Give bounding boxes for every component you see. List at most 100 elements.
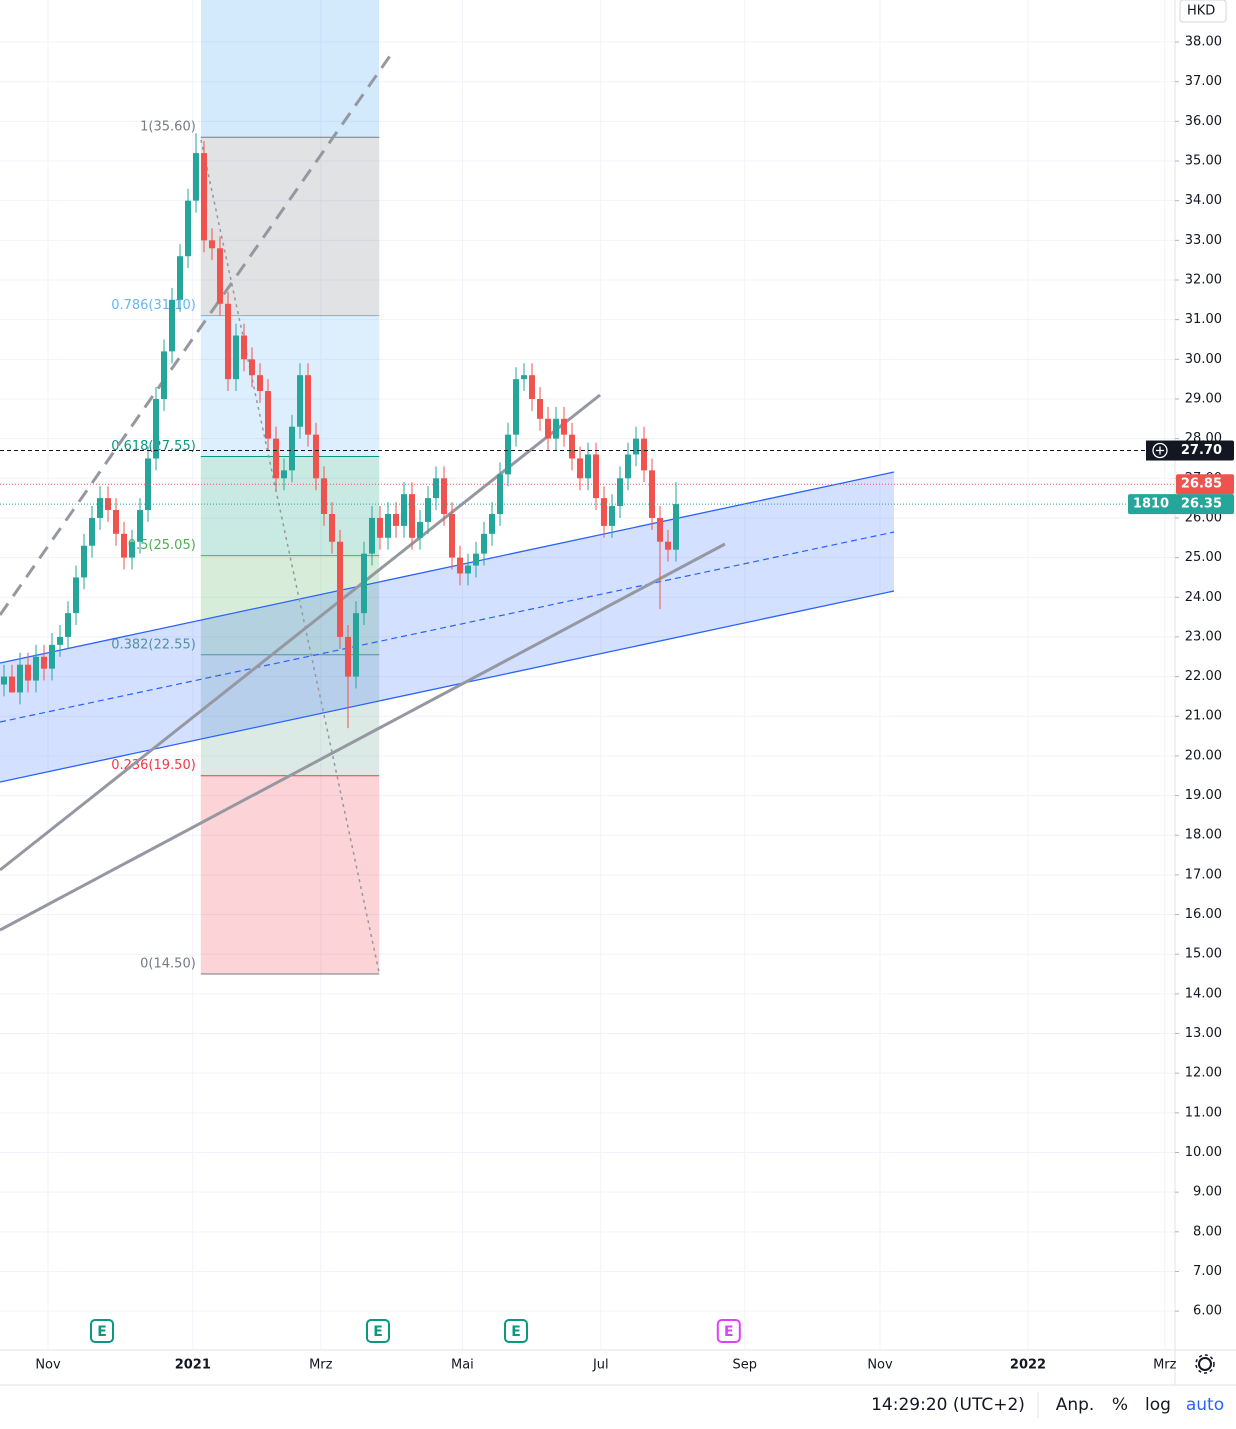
price-label-box xyxy=(1176,494,1234,515)
candle-body xyxy=(553,418,559,439)
candle-body xyxy=(73,577,79,614)
candle-body xyxy=(457,557,463,574)
currency-button[interactable] xyxy=(1179,0,1227,23)
x-tick-label: 2022 xyxy=(1010,1358,1046,1373)
candle-body xyxy=(177,256,183,300)
earnings-icon[interactable] xyxy=(90,1319,114,1343)
currency[interactable]: HKD xyxy=(1187,4,1215,19)
candle-body xyxy=(113,510,119,534)
y-tick-label: 25.00 xyxy=(1185,550,1222,565)
earnings-icon[interactable] xyxy=(504,1319,528,1343)
fib-label: 0.786(31.10) xyxy=(111,298,196,313)
fib-zone xyxy=(200,456,380,556)
y-tick-label: 36.00 xyxy=(1185,114,1222,129)
candle-body xyxy=(649,470,655,518)
x-tick-label: Nov xyxy=(867,1358,893,1373)
candle-body xyxy=(521,375,527,380)
auto-button[interactable]: auto xyxy=(1186,1395,1224,1415)
earnings-label[interactable]: E xyxy=(373,1324,383,1340)
candle-body xyxy=(297,375,303,427)
candle-body xyxy=(161,351,167,399)
candle-body xyxy=(353,613,359,677)
candle-body xyxy=(625,454,631,479)
y-tick-label: 31.00 xyxy=(1185,312,1222,327)
candle-body xyxy=(537,398,543,419)
candle-body xyxy=(473,553,479,566)
candle-body xyxy=(617,478,623,507)
candle-body xyxy=(417,521,423,538)
y-tick-label: 20.00 xyxy=(1185,748,1222,763)
y-tick-label: 24.00 xyxy=(1185,590,1222,605)
y-tick-label: 33.00 xyxy=(1185,233,1222,248)
y-tick-label: 6.00 xyxy=(1193,1304,1222,1319)
add-button[interactable] xyxy=(1152,442,1168,459)
candle-body xyxy=(481,533,487,554)
fib-label: 0.236(19.50) xyxy=(111,758,196,773)
y-tick-label: 17.00 xyxy=(1185,867,1222,882)
adjust-button[interactable]: Anp. xyxy=(1056,1395,1095,1415)
candle-body xyxy=(153,398,159,459)
candle-body xyxy=(25,664,31,681)
earnings-icon[interactable] xyxy=(716,1319,741,1343)
x-tick-label: Nov xyxy=(35,1358,61,1373)
percent-button[interactable]: % xyxy=(1112,1395,1128,1415)
fib-label: 1(35.60) xyxy=(140,120,196,135)
axes: 38.00 37.00 36.00 35.00 34.00 33.00 32.00 31.00… xyxy=(35,35,1234,1373)
candle-body xyxy=(193,153,199,201)
y-tick-label: 9.00 xyxy=(1193,1185,1222,1200)
candle-body xyxy=(169,299,175,352)
candle-body xyxy=(441,478,447,514)
y-tick-label: 34.00 xyxy=(1185,193,1222,208)
x-tick-label: Mai xyxy=(451,1358,474,1373)
candle-body xyxy=(257,375,263,392)
candle-body xyxy=(329,513,335,542)
candle-body xyxy=(449,513,455,558)
candle-body xyxy=(289,426,295,471)
y-tick-label: 38.00 xyxy=(1185,35,1222,50)
plot-area: 1(35.60)0.786(31.10)0.618(27.55)0.5(25.0… xyxy=(0,0,1175,975)
candle-body xyxy=(17,664,23,693)
y-tick-label: 23.00 xyxy=(1185,629,1222,644)
candle-body xyxy=(97,498,103,518)
candle-body xyxy=(89,517,95,546)
candles xyxy=(1,133,679,729)
fib-label: 0.382(22.55) xyxy=(111,637,196,652)
candle-body xyxy=(569,434,575,459)
symbol-tag: 1810 xyxy=(1133,497,1169,512)
fib-label: 0.5(25.05) xyxy=(128,538,196,553)
earnings-icon[interactable] xyxy=(366,1319,390,1343)
candle-body xyxy=(409,494,415,538)
candle-body xyxy=(1,676,7,685)
x-tick-label: Mrz xyxy=(1153,1358,1177,1373)
candle-body xyxy=(393,513,399,526)
y-tick-label: 35.00 xyxy=(1185,154,1222,169)
symbol-tag-box xyxy=(1128,494,1178,515)
candle-body xyxy=(209,240,215,249)
y-tick-label: 7.00 xyxy=(1193,1264,1222,1279)
earnings-label[interactable]: E xyxy=(511,1324,521,1340)
earnings-label[interactable]: E xyxy=(724,1324,734,1340)
y-tick-label: 21.00 xyxy=(1185,709,1222,724)
earnings-label[interactable]: E xyxy=(97,1324,107,1340)
candle-body xyxy=(641,438,647,471)
price-label: 26.35 xyxy=(1181,497,1222,512)
y-tick-label: 13.00 xyxy=(1185,1026,1222,1041)
candle-body xyxy=(545,418,551,439)
candle-body xyxy=(337,541,343,637)
log-button[interactable]: log xyxy=(1145,1395,1171,1415)
y-tick-label: 30.00 xyxy=(1185,352,1222,367)
candle-body xyxy=(233,335,239,380)
y-tick-label: 22.00 xyxy=(1185,669,1222,684)
candle-body xyxy=(673,504,679,550)
y-tick-label: 8.00 xyxy=(1193,1224,1222,1239)
candle-body xyxy=(433,478,439,499)
candle-body xyxy=(33,656,39,681)
x-tick-label: Sep xyxy=(733,1358,758,1373)
candle-body xyxy=(585,454,591,479)
candle-body xyxy=(369,517,375,554)
settings-icon[interactable] xyxy=(1195,1354,1215,1374)
trend-line xyxy=(0,542,726,932)
price-label-box xyxy=(1176,474,1234,495)
candle-body xyxy=(425,498,431,522)
candle-body xyxy=(377,517,383,538)
